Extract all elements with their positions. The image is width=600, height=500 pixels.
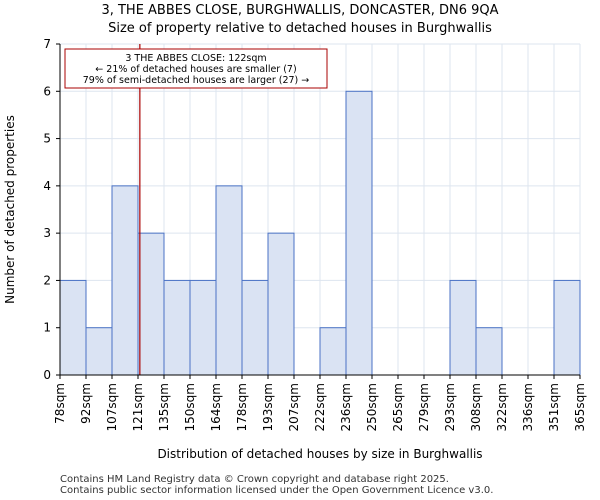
chart-subtitle: Size of property relative to detached ho… [108,21,492,36]
annotation-line-2: ← 21% of detached houses are smaller (7) [95,64,296,75]
y-tick-label: 3 [43,226,51,240]
x-tick-label: 236sqm [339,383,353,431]
x-tick-label: 351sqm [547,383,561,431]
bar [449,279,477,376]
bar [475,327,503,376]
y-tick-label: 5 [43,132,51,146]
bar [137,232,165,376]
x-tick-label: 92sqm [79,383,93,424]
bar [319,327,347,376]
x-tick-label: 250sqm [365,383,379,431]
y-tick-label: 7 [43,37,51,51]
bars-layer [59,90,581,376]
y-tick-label: 2 [43,273,51,287]
y-tick-labels: 0 1 2 3 4 5 6 7 [43,37,51,382]
annotation-box [64,48,328,89]
bar [345,90,373,376]
x-tick-label: 121sqm [131,383,145,431]
footer-line-2: Contains public sector information licen… [60,485,494,496]
x-tick-label: 265sqm [391,383,405,431]
chart-title: 3, THE ABBES CLOSE, BURGHWALLIS, DONCAST… [101,3,499,18]
x-tick-label: 107sqm [105,383,119,431]
axes-layer [56,43,581,379]
x-tick-label: 293sqm [443,383,457,431]
bar [267,232,295,376]
y-axis-label: Number of detached properties [3,115,17,304]
footer-line-1: Contains HM Land Registry data © Crown c… [60,474,449,485]
bar [85,327,113,376]
x-axis-label: Distribution of detached houses by size … [157,447,482,461]
bar [163,279,191,376]
annotation-line-1: 3 THE ABBES CLOSE: 122sqm [125,53,266,64]
x-tick-label: 193sqm [261,383,275,431]
annotation-line-3: 79% of semi-detached houses are larger (… [83,75,310,86]
x-tick-label: 336sqm [521,383,535,431]
bar [189,279,217,376]
bar [215,185,243,376]
x-tick-label: 322sqm [495,383,509,431]
x-tick-labels: 78sqm 92sqm 107sqm 121sqm 135sqm 150sqm 164sqm… [53,383,587,431]
x-tick-label: 207sqm [287,383,301,431]
bar [553,279,581,376]
y-tick-label: 6 [43,84,51,98]
x-tick-label: 135sqm [157,383,171,431]
annotation: 3 THE ABBES CLOSE: 122sqm ← 21% of detac… [64,48,328,89]
x-tick-label: 178sqm [235,383,249,431]
bar [111,185,139,376]
bar [241,279,269,376]
bar [59,279,87,376]
x-tick-label: 222sqm [313,383,327,431]
x-tick-label: 279sqm [417,383,431,431]
x-tick-label: 308sqm [469,383,483,431]
x-tick-label: 365sqm [573,383,587,431]
y-tick-label: 4 [43,179,51,193]
x-tick-label: 150sqm [183,383,197,431]
y-tick-label: 1 [43,321,51,335]
x-tick-label: 78sqm [53,383,67,424]
x-tick-label: 164sqm [209,383,223,431]
y-tick-label: 0 [43,368,51,382]
